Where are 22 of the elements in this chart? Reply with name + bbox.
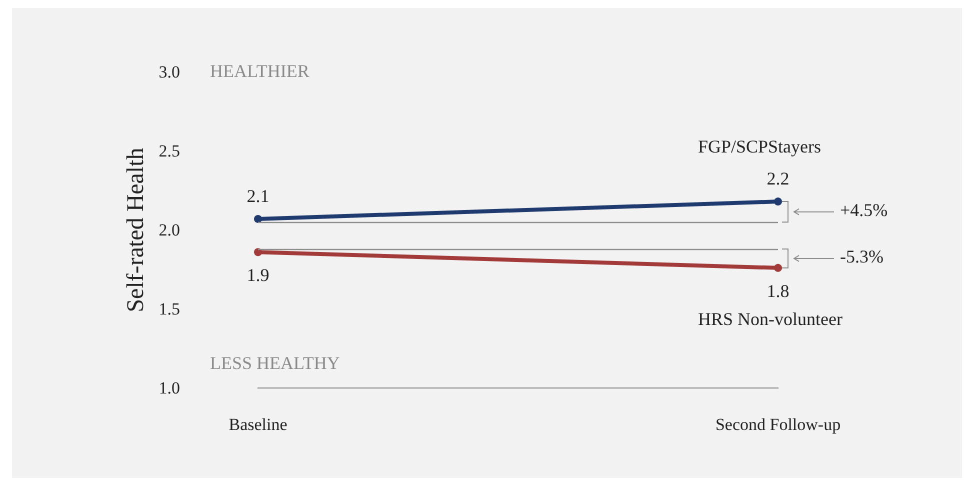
y-tick-label: 3.0 [158,62,180,82]
x-tick-label: Baseline [228,415,288,434]
point [774,264,782,272]
x-tick-label: Second Follow-up [715,415,841,434]
annotation: LESS HEALTHY [210,353,340,373]
annotation: +4.5% [840,200,888,220]
text: FGP/SCPStayers [698,136,822,157]
data-label: 2.1 [246,186,270,206]
y-tick-label: 2.0 [158,220,180,240]
annotation: -5.3% [840,246,884,266]
data-label: 1.9 [246,265,270,286]
point [254,248,262,256]
data-label: 1.8 [766,280,790,301]
text: HRS Non-volunteer [698,308,842,329]
y-tick-label: 1.5 [158,300,180,318]
annotation: HEALTHIER [210,61,310,81]
y-tick-label: 1.0 [158,378,180,398]
point [774,198,782,206]
y-axis-title: Self-rated Health [122,148,149,312]
point [254,214,262,223]
data-label: 2.2 [766,168,790,189]
y-tick-label: 2.5 [158,142,180,160]
